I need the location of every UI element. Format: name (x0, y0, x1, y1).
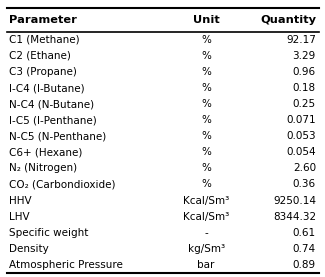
Text: %: % (201, 35, 211, 45)
Text: 8344.32: 8344.32 (273, 212, 316, 222)
Text: C3 (Propane): C3 (Propane) (9, 67, 77, 77)
Text: %: % (201, 83, 211, 93)
Text: 0.74: 0.74 (293, 244, 316, 254)
Text: %: % (201, 99, 211, 109)
Text: 0.89: 0.89 (293, 260, 316, 270)
Text: 0.18: 0.18 (293, 83, 316, 93)
Text: -: - (204, 228, 208, 238)
Text: 0.36: 0.36 (293, 179, 316, 189)
Text: LHV: LHV (9, 212, 30, 222)
Text: Unit: Unit (193, 15, 220, 25)
Text: 9250.14: 9250.14 (273, 196, 316, 206)
Text: kg/Sm³: kg/Sm³ (188, 244, 225, 254)
Text: N₂ (Nitrogen): N₂ (Nitrogen) (9, 163, 77, 173)
Text: 0.61: 0.61 (293, 228, 316, 238)
Text: I-C4 (I-Butane): I-C4 (I-Butane) (9, 83, 85, 93)
Text: 3.29: 3.29 (292, 51, 316, 61)
Text: Specific weight: Specific weight (9, 228, 88, 238)
Text: HHV: HHV (9, 196, 32, 206)
Text: Atmospheric Pressure: Atmospheric Pressure (9, 260, 123, 270)
Text: %: % (201, 67, 211, 77)
Text: C1 (Methane): C1 (Methane) (9, 35, 80, 45)
Text: 0.25: 0.25 (293, 99, 316, 109)
Text: N-C4 (N-Butane): N-C4 (N-Butane) (9, 99, 94, 109)
Text: Kcal/Sm³: Kcal/Sm³ (183, 196, 229, 206)
Text: %: % (201, 147, 211, 157)
Text: N-C5 (N-Penthane): N-C5 (N-Penthane) (9, 131, 106, 141)
Text: %: % (201, 163, 211, 173)
Text: 2.60: 2.60 (293, 163, 316, 173)
Text: I-C5 (I-Penthane): I-C5 (I-Penthane) (9, 115, 97, 125)
Text: 0.054: 0.054 (286, 147, 316, 157)
Text: Density: Density (9, 244, 49, 254)
Text: 0.071: 0.071 (286, 115, 316, 125)
Text: 0.053: 0.053 (286, 131, 316, 141)
Text: 92.17: 92.17 (286, 35, 316, 45)
Text: Parameter: Parameter (9, 15, 77, 25)
Text: %: % (201, 51, 211, 61)
Text: %: % (201, 115, 211, 125)
Text: %: % (201, 131, 211, 141)
Text: bar: bar (198, 260, 215, 270)
Text: 0.96: 0.96 (293, 67, 316, 77)
Text: Kcal/Sm³: Kcal/Sm³ (183, 212, 229, 222)
Text: C6+ (Hexane): C6+ (Hexane) (9, 147, 83, 157)
Text: C2 (Ethane): C2 (Ethane) (9, 51, 71, 61)
Text: CO₂ (Carbondioxide): CO₂ (Carbondioxide) (9, 179, 116, 189)
Text: Quantity: Quantity (260, 15, 316, 25)
Text: %: % (201, 179, 211, 189)
